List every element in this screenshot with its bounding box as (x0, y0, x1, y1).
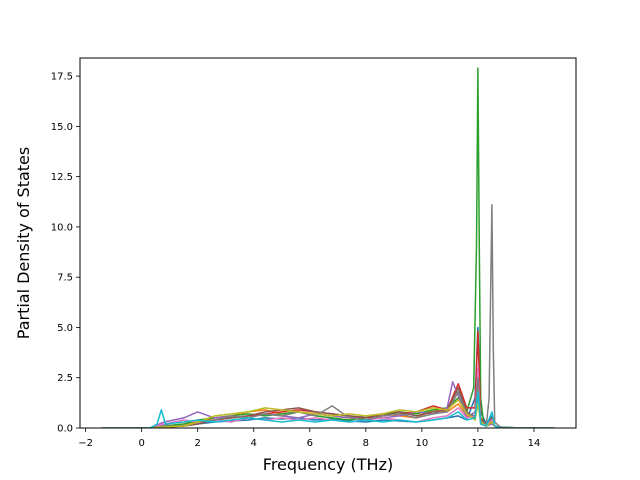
x-tick-label: 10 (416, 438, 429, 449)
x-axis-label: Frequency (THz) (263, 455, 393, 474)
x-tick-label: 14 (528, 438, 541, 449)
y-tick-label: 10.0 (51, 222, 73, 233)
x-axis: −2 0 2 4 6 8 10 12 14 (78, 428, 540, 449)
y-tick-label: 2.5 (57, 373, 73, 384)
x-tick-label: 4 (251, 438, 257, 449)
x-tick-label: −2 (78, 438, 93, 449)
y-tick-label: 7.5 (57, 273, 73, 284)
series-layer (102, 67, 554, 428)
x-tick-label: 6 (307, 438, 313, 449)
y-tick-label: 12.5 (51, 172, 73, 183)
y-tick-label: 15.0 (51, 122, 73, 133)
y-tick-label: 0.0 (57, 424, 73, 435)
y-axis: 0.0 2.5 5.0 7.5 10.0 12.5 15.0 17.5 (51, 72, 80, 435)
plot-frame (79, 57, 577, 429)
y-axis-label: Partial Density of States (14, 147, 33, 339)
y-tick-label: 5.0 (57, 323, 73, 334)
x-tick-label: 8 (363, 438, 369, 449)
y-tick-label: 17.5 (51, 72, 73, 83)
x-tick-label: 0 (138, 438, 144, 449)
series-line-10 (102, 391, 554, 428)
x-tick-label: 2 (195, 438, 201, 449)
series-line-8 (102, 204, 554, 428)
x-tick-label: 12 (472, 438, 485, 449)
